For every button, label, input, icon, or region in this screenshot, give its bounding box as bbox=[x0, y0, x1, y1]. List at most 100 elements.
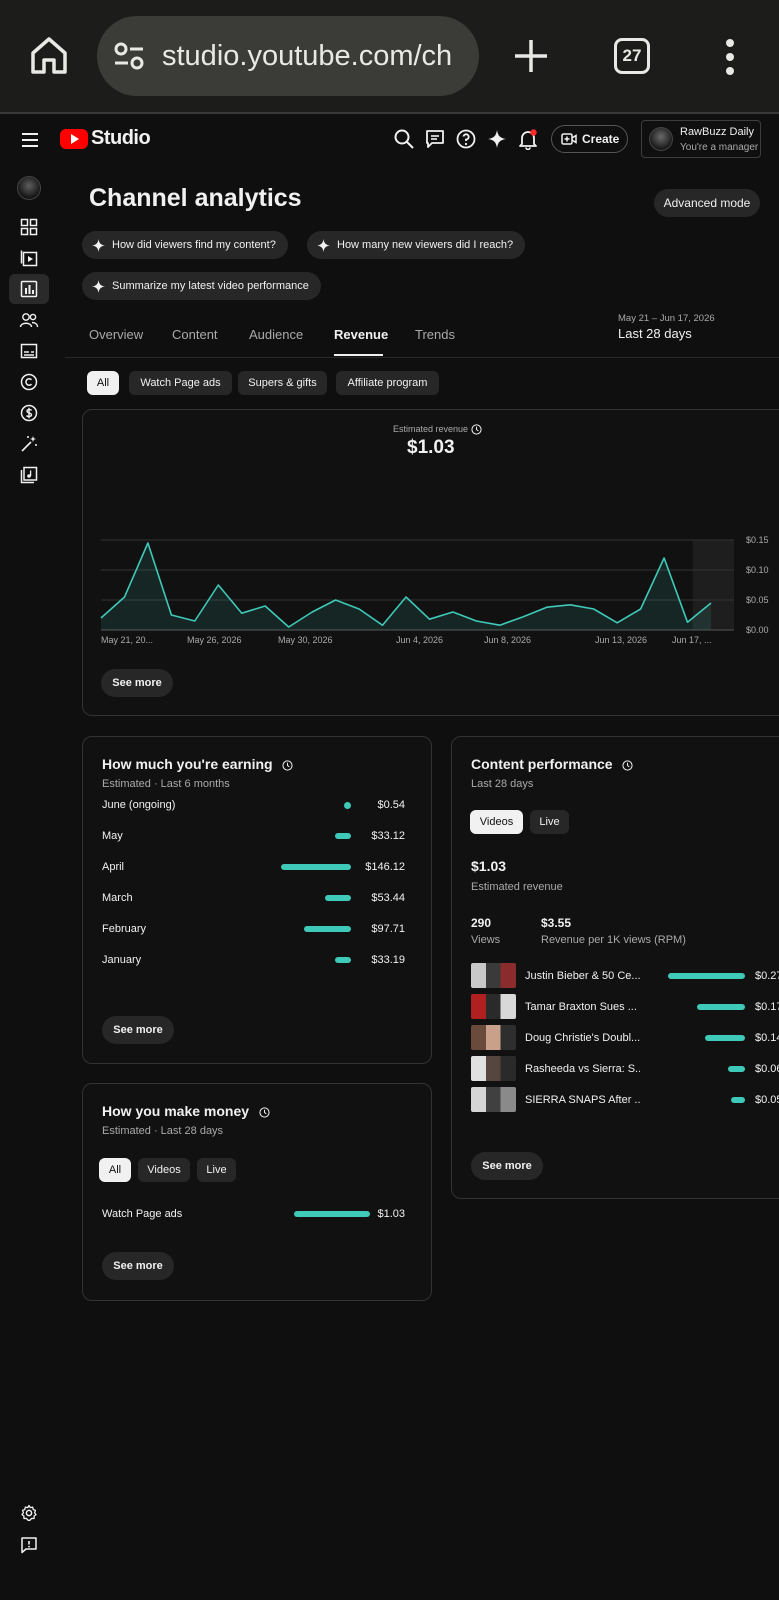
revenue-data-point[interactable] bbox=[311, 611, 313, 613]
new-tab-plus-icon[interactable] bbox=[512, 37, 550, 75]
content-chip-live[interactable]: Live bbox=[530, 810, 569, 834]
revenue-data-point[interactable] bbox=[217, 584, 219, 586]
notifications-bell-icon[interactable] bbox=[517, 128, 539, 150]
tab-content[interactable]: Content bbox=[172, 327, 218, 342]
revenue-data-point[interactable] bbox=[686, 621, 688, 623]
channel-avatar[interactable] bbox=[17, 176, 41, 200]
revenue-data-point[interactable] bbox=[452, 611, 454, 613]
tab-trends[interactable]: Trends bbox=[415, 327, 455, 342]
video-title[interactable]: Tamar Braxton Sues ... bbox=[525, 1001, 637, 1013]
suggestion-chip-viewers-find[interactable]: How did viewers find my content? bbox=[82, 231, 288, 259]
video-thumbnail[interactable] bbox=[471, 994, 516, 1019]
revenue-data-point[interactable] bbox=[334, 599, 336, 601]
site-settings-icon[interactable] bbox=[113, 42, 145, 70]
revenue-data-point[interactable] bbox=[264, 605, 266, 607]
suggestion-chip-summarize[interactable]: Summarize my latest video performance bbox=[82, 272, 321, 300]
tab-overview[interactable]: Overview bbox=[89, 327, 144, 342]
create-button[interactable]: Create bbox=[551, 125, 628, 153]
nav-earn[interactable] bbox=[9, 398, 49, 428]
settings-gear-icon bbox=[21, 1504, 37, 1521]
search-icon[interactable] bbox=[393, 128, 415, 150]
revenue-data-point[interactable] bbox=[592, 608, 594, 610]
money-chip-live[interactable]: Live bbox=[197, 1158, 236, 1182]
filter-chip-affiliate[interactable]: Affiliate program bbox=[336, 371, 439, 395]
menu-icon[interactable] bbox=[20, 130, 42, 150]
video-thumbnail[interactable] bbox=[471, 1056, 516, 1081]
revenue-data-point[interactable] bbox=[569, 604, 571, 606]
nav-dashboard[interactable] bbox=[9, 212, 49, 242]
video-thumbnail[interactable] bbox=[471, 1025, 516, 1050]
date-range[interactable]: May 21 – Jun 17, 2026 bbox=[618, 313, 715, 324]
url-text[interactable]: studio.youtube.com/ch bbox=[162, 40, 453, 72]
money-row-value: $1.03 bbox=[377, 1208, 405, 1220]
suggestion-chip-new-viewers[interactable]: How many new viewers did I reach? bbox=[307, 231, 526, 259]
home-icon[interactable] bbox=[28, 34, 70, 76]
video-title[interactable]: Rasheeda vs Sierra: S... bbox=[525, 1063, 640, 1075]
revenue-data-point[interactable] bbox=[546, 606, 548, 608]
revenue-data-point[interactable] bbox=[241, 612, 243, 614]
video-title[interactable]: Doug Christie's Doubl... bbox=[525, 1032, 640, 1044]
revenue-data-point[interactable] bbox=[381, 624, 383, 626]
revenue-data-point[interactable] bbox=[123, 596, 125, 598]
video-thumbnail[interactable] bbox=[471, 963, 516, 988]
help-icon[interactable] bbox=[455, 128, 477, 150]
money-chip-all[interactable]: All bbox=[99, 1158, 131, 1182]
tab-switcher-button[interactable]: 27 bbox=[614, 38, 650, 74]
filter-chip-supers-gifts[interactable]: Supers & gifts bbox=[238, 371, 327, 395]
revenue-series-line[interactable] bbox=[100, 542, 712, 628]
filter-chip-all[interactable]: All bbox=[87, 371, 119, 395]
nav-community[interactable] bbox=[9, 305, 49, 335]
make-money-see-more-button[interactable]: See more bbox=[102, 1252, 174, 1280]
nav-send-feedback[interactable] bbox=[9, 1530, 49, 1560]
content-chip-videos[interactable]: Videos bbox=[470, 810, 523, 834]
earning-see-more-button[interactable]: See more bbox=[102, 1016, 174, 1044]
info-clock-icon[interactable] bbox=[470, 424, 482, 435]
revenue-data-point[interactable] bbox=[100, 617, 102, 619]
advanced-mode-button[interactable]: Advanced mode bbox=[654, 189, 760, 217]
revenue-data-point[interactable] bbox=[616, 622, 618, 624]
revenue-data-point[interactable] bbox=[170, 614, 172, 616]
studio-logo[interactable]: Studio bbox=[60, 127, 151, 150]
money-chip-videos[interactable]: Videos bbox=[138, 1158, 190, 1182]
tab-audience[interactable]: Audience bbox=[249, 327, 304, 342]
sparkle-ai-icon[interactable] bbox=[486, 128, 508, 150]
tab-revenue[interactable]: Revenue bbox=[334, 327, 389, 342]
revenue-data-point[interactable] bbox=[522, 616, 524, 618]
account-switcher[interactable]: RawBuzz Daily You're a manager bbox=[641, 120, 761, 158]
revenue-data-point[interactable] bbox=[663, 557, 665, 559]
date-range-label[interactable]: Last 28 days bbox=[618, 326, 692, 341]
video-title[interactable]: Justin Bieber & 50 Ce... bbox=[525, 970, 640, 982]
revenue-data-point[interactable] bbox=[147, 542, 149, 544]
revenue-data-point[interactable] bbox=[287, 626, 289, 628]
video-thumbnail[interactable] bbox=[471, 1087, 516, 1112]
video-title[interactable]: SIERRA SNAPS After ... bbox=[525, 1094, 640, 1106]
content-see-more-button[interactable]: See more bbox=[471, 1152, 543, 1180]
revenue-line-chart[interactable]: $0.15 $0.10 $0.05 $0.00 May 21, 20... May 26,… bbox=[83, 410, 779, 670]
revenue-data-point[interactable] bbox=[499, 624, 501, 626]
nav-analytics[interactable] bbox=[9, 274, 49, 304]
feedback-icon[interactable] bbox=[424, 128, 446, 150]
revenue-data-point[interactable] bbox=[710, 602, 712, 604]
monetization-dollar-icon bbox=[20, 404, 38, 422]
browser-menu-icon[interactable] bbox=[718, 38, 742, 76]
video-revenue-value: $0.05 bbox=[755, 1094, 779, 1106]
nav-copyright[interactable] bbox=[9, 367, 49, 397]
revenue-data-point[interactable] bbox=[405, 596, 407, 598]
nav-customization[interactable] bbox=[9, 429, 49, 459]
info-clock-icon[interactable] bbox=[622, 760, 634, 771]
nav-subtitles[interactable] bbox=[9, 336, 49, 366]
revenue-data-point[interactable] bbox=[428, 618, 430, 620]
revenue-data-point[interactable] bbox=[639, 608, 641, 610]
info-clock-icon[interactable] bbox=[259, 1107, 270, 1118]
revenue-data-point[interactable] bbox=[358, 608, 360, 610]
video-revenue-bar bbox=[668, 973, 745, 979]
filter-chip-watch-page-ads[interactable]: Watch Page ads bbox=[129, 371, 232, 395]
revenue-data-point[interactable] bbox=[475, 620, 477, 622]
nav-settings[interactable] bbox=[9, 1498, 49, 1528]
info-clock-icon[interactable] bbox=[282, 760, 294, 771]
address-bar[interactable]: studio.youtube.com/ch bbox=[97, 16, 479, 96]
revenue-data-point[interactable] bbox=[194, 620, 196, 622]
nav-content[interactable] bbox=[9, 243, 49, 273]
chart-see-more-button[interactable]: See more bbox=[101, 669, 173, 697]
nav-audio-library[interactable] bbox=[9, 460, 49, 490]
